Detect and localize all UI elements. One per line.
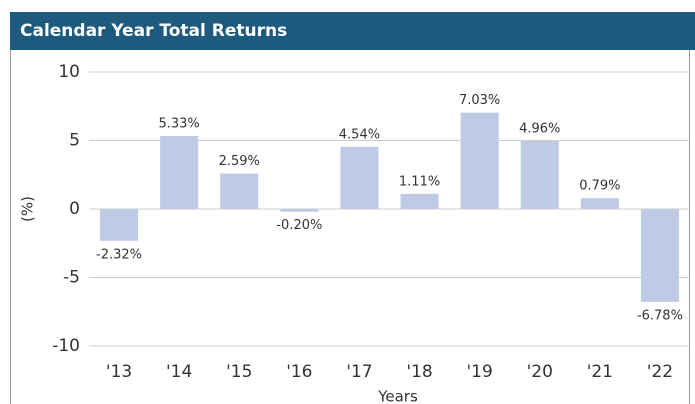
bar bbox=[280, 209, 319, 212]
bar bbox=[160, 135, 199, 209]
data-label: -6.78% bbox=[637, 308, 683, 323]
x-tick-label: '19 bbox=[466, 362, 492, 382]
x-tick-label: '17 bbox=[346, 362, 372, 382]
data-label: 2.59% bbox=[219, 154, 260, 169]
data-label: 4.54% bbox=[339, 127, 380, 142]
y-tick-label: 10 bbox=[58, 62, 80, 82]
x-tick-label: '22 bbox=[647, 362, 673, 382]
data-label: -0.20% bbox=[276, 218, 322, 233]
y-tick-label: -5 bbox=[63, 268, 80, 288]
data-label: 1.11% bbox=[399, 174, 440, 189]
x-tick-label: '13 bbox=[106, 362, 132, 382]
bar bbox=[100, 209, 139, 241]
data-label: 4.96% bbox=[519, 122, 560, 137]
x-tick-label: '14 bbox=[166, 362, 192, 382]
bar bbox=[580, 198, 619, 209]
x-tick-label: '20 bbox=[527, 362, 553, 382]
y-axis-label: (%) bbox=[19, 196, 37, 222]
bar bbox=[340, 146, 379, 209]
x-tick-label: '18 bbox=[406, 362, 432, 382]
data-label: 5.33% bbox=[158, 116, 199, 131]
header-bar bbox=[10, 12, 695, 50]
y-tick-label: 0 bbox=[69, 199, 80, 219]
x-axis-label: Years bbox=[377, 388, 418, 404]
x-tick-label: '21 bbox=[587, 362, 613, 382]
bar bbox=[220, 173, 259, 209]
x-tick-label: '15 bbox=[226, 362, 252, 382]
y-tick-label: -10 bbox=[52, 336, 80, 356]
bar bbox=[460, 112, 499, 209]
x-tick-label: '16 bbox=[286, 362, 312, 382]
data-label: -2.32% bbox=[96, 247, 142, 262]
y-tick-label: 5 bbox=[69, 131, 80, 151]
data-label: 0.79% bbox=[579, 179, 620, 194]
bar bbox=[400, 193, 439, 209]
data-label: 7.03% bbox=[459, 93, 500, 108]
bar bbox=[640, 209, 679, 302]
chart-title: Calendar Year Total Returns bbox=[20, 21, 287, 41]
bar bbox=[520, 141, 559, 209]
